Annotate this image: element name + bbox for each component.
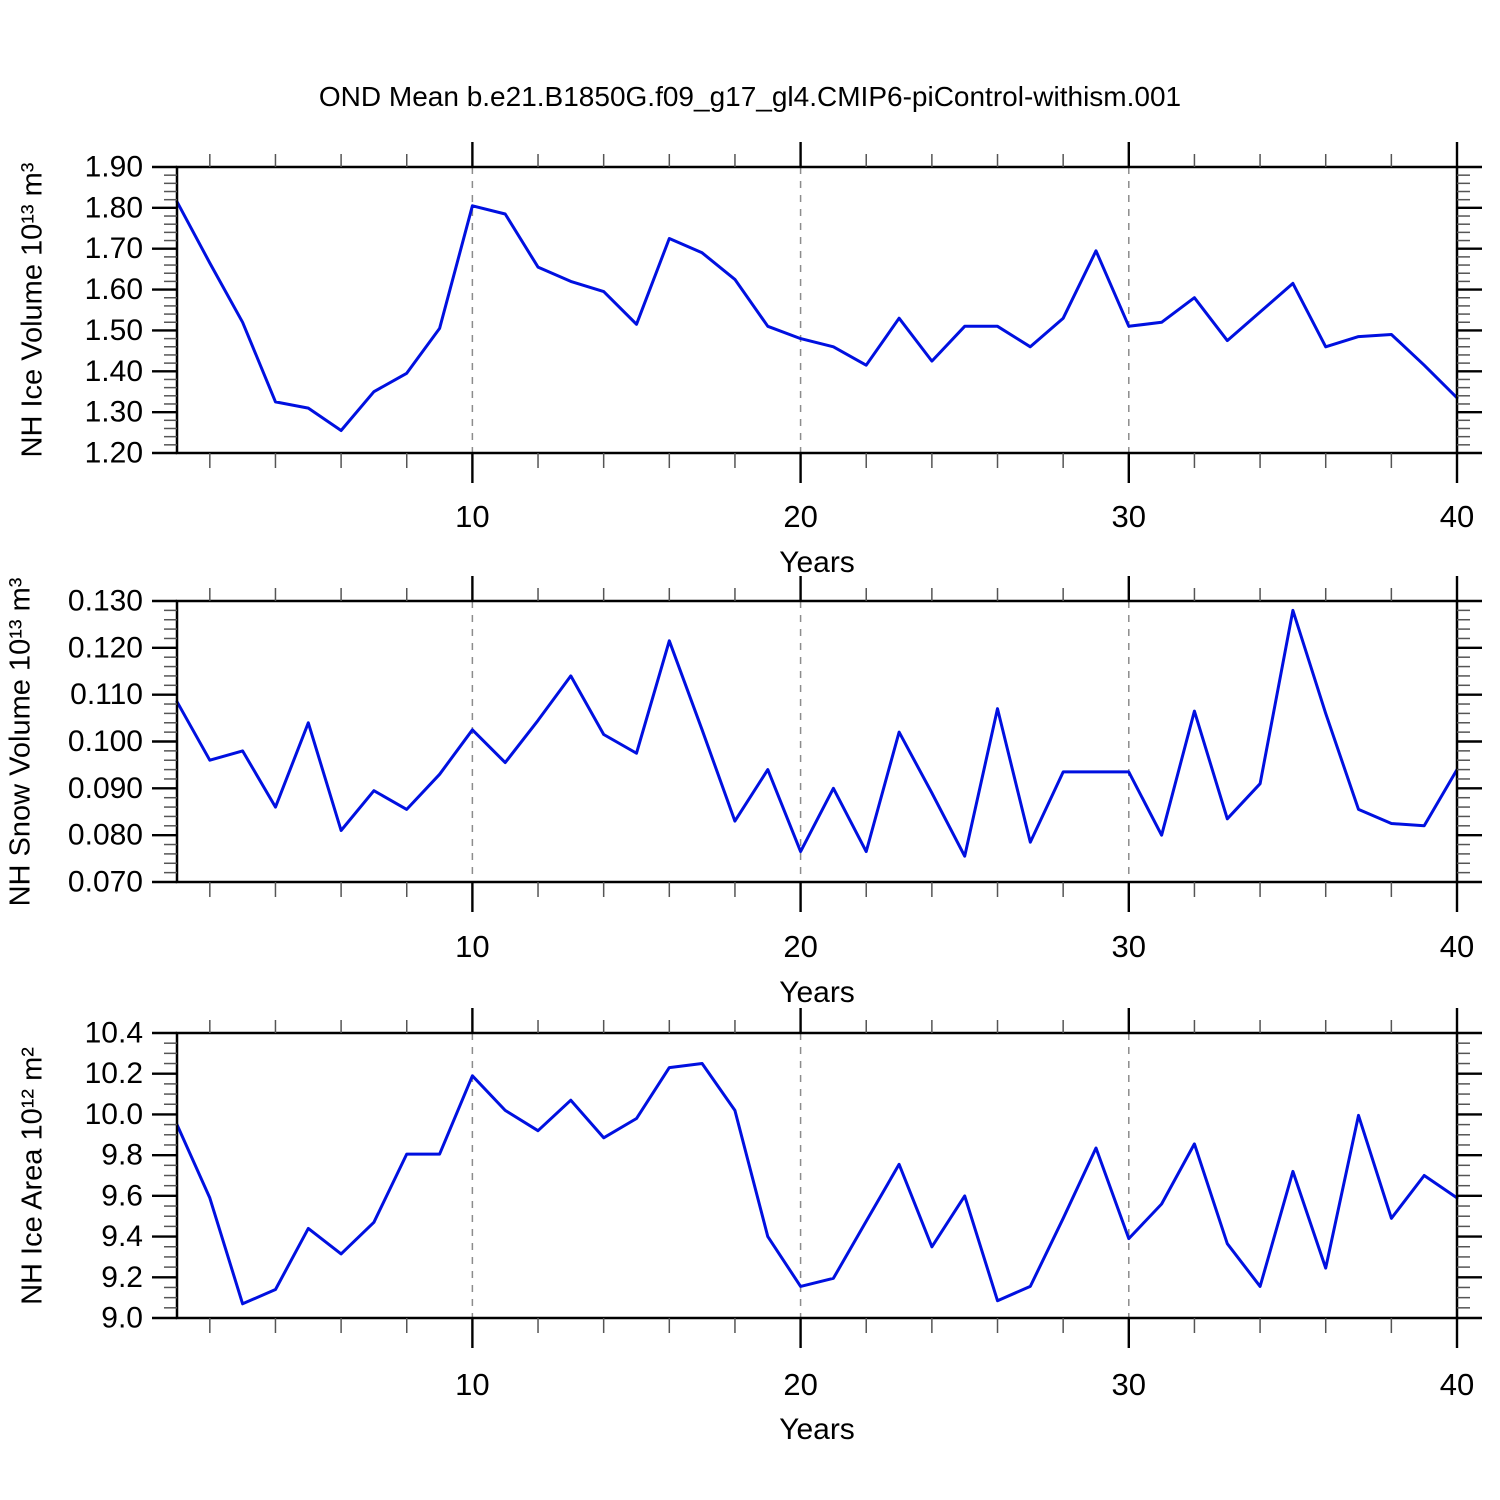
x-tick-labels: 10 20 30 40 bbox=[455, 1367, 1474, 1402]
plot-frame bbox=[175, 1031, 1459, 1320]
x-axis-label-panel-3: Years bbox=[779, 1413, 855, 1446]
y-tick-label: 9.2 bbox=[101, 1261, 143, 1294]
gridlines bbox=[471, 601, 1130, 882]
axis-minor-ticks bbox=[164, 588, 1470, 897]
y-tick-label: 0.130 bbox=[68, 585, 143, 618]
x-tick-label: 30 bbox=[1112, 1367, 1146, 1402]
x-tick-label: 30 bbox=[1112, 499, 1146, 534]
y-tick-label: 0.110 bbox=[70, 678, 143, 711]
panel-2: 0.070 0.080 0.090 0.100 0.110 0.120 0.130 10 20 3… bbox=[68, 576, 1482, 964]
x-tick-labels: 10 20 30 40 bbox=[455, 929, 1474, 964]
panel-1: 1.20 1.30 1.40 1.50 1.60 1.70 1.80 1.90 10 20 30 40 bbox=[85, 142, 1482, 534]
y-tick-labels: 0.070 0.080 0.090 0.100 0.110 0.120 0.130 bbox=[68, 585, 143, 899]
y-tick-label: 9.6 bbox=[101, 1179, 143, 1212]
y-tick-label: 0.070 bbox=[68, 866, 143, 899]
y-tick-label: 1.30 bbox=[85, 396, 143, 429]
y-axis-label-snow-volume: NH Snow Volume 10¹³ m³ bbox=[4, 577, 37, 907]
y-tick-label: 1.20 bbox=[85, 437, 143, 470]
y-tick-label: 1.40 bbox=[85, 355, 143, 388]
x-tick-label: 40 bbox=[1440, 499, 1474, 534]
y-tick-label: 0.120 bbox=[68, 631, 143, 664]
y-tick-label: 9.8 bbox=[101, 1139, 143, 1172]
gridlines bbox=[471, 167, 1130, 453]
y-tick-label: 1.70 bbox=[85, 232, 143, 265]
axis-ticks bbox=[152, 576, 1482, 912]
y-tick-labels: 9.0 9.2 9.4 9.6 9.8 10.0 10.2 10.4 bbox=[85, 1017, 143, 1335]
x-tick-label: 40 bbox=[1440, 1367, 1474, 1402]
y-tick-label: 1.80 bbox=[85, 191, 143, 224]
figure-title: OND Mean b.e21.B1850G.f09_g17_gl4.CMIP6-… bbox=[318, 81, 1182, 112]
y-tick-labels: 1.20 1.30 1.40 1.50 1.60 1.70 1.80 1.90 bbox=[85, 151, 143, 470]
y-tick-label: 10.4 bbox=[85, 1017, 143, 1050]
x-tick-label: 10 bbox=[455, 499, 489, 534]
y-tick-label: 1.50 bbox=[85, 314, 143, 347]
y-tick-label: 0.080 bbox=[68, 819, 143, 852]
axis-ticks bbox=[152, 1008, 1482, 1348]
panel-3: 9.0 9.2 9.4 9.6 9.8 10.0 10.2 10.4 10 20 30 40 bbox=[85, 1008, 1482, 1402]
x-tick-label: 30 bbox=[1112, 929, 1146, 964]
y-tick-label: 1.90 bbox=[85, 151, 143, 184]
y-tick-label: 0.100 bbox=[68, 725, 143, 758]
x-tick-label: 20 bbox=[783, 1367, 817, 1402]
y-tick-label: 9.0 bbox=[101, 1302, 143, 1335]
y-axis-label-ice-area: NH Ice Area 10¹² m² bbox=[16, 1047, 49, 1305]
y-axis-label-ice-volume: NH Ice Volume 10¹³ m³ bbox=[16, 162, 49, 458]
y-tick-label: 0.090 bbox=[68, 772, 143, 805]
axis-minor-ticks bbox=[164, 1020, 1470, 1333]
x-tick-label: 10 bbox=[455, 929, 489, 964]
x-tick-labels: 10 20 30 40 bbox=[455, 499, 1474, 534]
plot-frame bbox=[175, 599, 1459, 884]
data-line-panel-1 bbox=[175, 200, 1459, 432]
data-line-panel-2 bbox=[175, 608, 1459, 858]
data-line-panel-3 bbox=[175, 1062, 1459, 1306]
y-tick-label: 1.60 bbox=[85, 273, 143, 306]
x-axis-label-panel-2: Years bbox=[779, 976, 855, 1009]
gridlines bbox=[471, 1033, 1130, 1318]
x-axis-label-panel-1: Years bbox=[779, 546, 855, 579]
y-tick-label: 10.2 bbox=[85, 1057, 143, 1090]
axis-ticks bbox=[152, 142, 1482, 483]
plot-frame bbox=[175, 165, 1459, 455]
y-tick-label: 9.4 bbox=[101, 1220, 143, 1253]
x-tick-label: 20 bbox=[783, 929, 817, 964]
x-tick-label: 40 bbox=[1440, 929, 1474, 964]
axis-minor-ticks bbox=[164, 154, 1470, 468]
x-tick-label: 20 bbox=[783, 499, 817, 534]
y-tick-label: 10.0 bbox=[85, 1098, 143, 1131]
x-tick-label: 10 bbox=[455, 1367, 489, 1402]
